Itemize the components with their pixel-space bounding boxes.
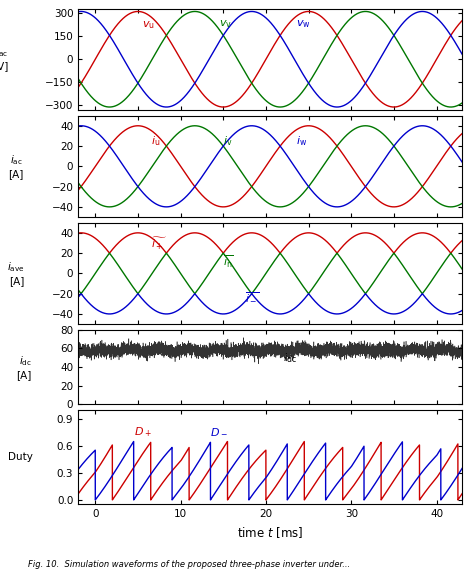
- Text: $v_\mathrm{v}$: $v_\mathrm{v}$: [219, 18, 232, 30]
- Text: Fig. 10.  Simulation waveforms of the proposed three-phase inverter under...: Fig. 10. Simulation waveforms of the pro…: [28, 560, 351, 569]
- Text: $i_\mathrm{dc}$: $i_\mathrm{dc}$: [283, 351, 297, 365]
- Text: $\overline{i_\mathrm{n}}$: $\overline{i_\mathrm{n}}$: [223, 254, 234, 270]
- Y-axis label: $i_{\mathrm{ac}}$
[A]: $i_{\mathrm{ac}}$ [A]: [8, 154, 23, 179]
- Text: $D_-$: $D_-$: [210, 427, 228, 437]
- X-axis label: time $t$ [ms]: time $t$ [ms]: [237, 525, 303, 540]
- Y-axis label: Duty: Duty: [9, 452, 33, 462]
- Y-axis label: $v_{\mathrm{ac}}$
[V]: $v_{\mathrm{ac}}$ [V]: [0, 47, 9, 71]
- Text: $\overline{i_-}$: $\overline{i_-}$: [245, 290, 260, 303]
- Text: $i_\mathrm{w}$: $i_\mathrm{w}$: [296, 134, 307, 148]
- Text: $\widetilde{i_+}$: $\widetilde{i_+}$: [151, 235, 167, 252]
- Text: $v_\mathrm{u}$: $v_\mathrm{u}$: [142, 19, 155, 31]
- Text: $D_+$: $D_+$: [134, 425, 151, 439]
- Text: $i_\mathrm{u}$: $i_\mathrm{u}$: [151, 134, 160, 148]
- Y-axis label: $i_{\mathrm{dc}}$
[A]: $i_{\mathrm{dc}}$ [A]: [17, 355, 32, 380]
- Y-axis label: $i_{\mathrm{ave}}$
[A]: $i_{\mathrm{ave}}$ [A]: [7, 260, 24, 286]
- Text: $i_\mathrm{v}$: $i_\mathrm{v}$: [223, 134, 233, 148]
- Text: $v_\mathrm{w}$: $v_\mathrm{w}$: [296, 18, 310, 30]
